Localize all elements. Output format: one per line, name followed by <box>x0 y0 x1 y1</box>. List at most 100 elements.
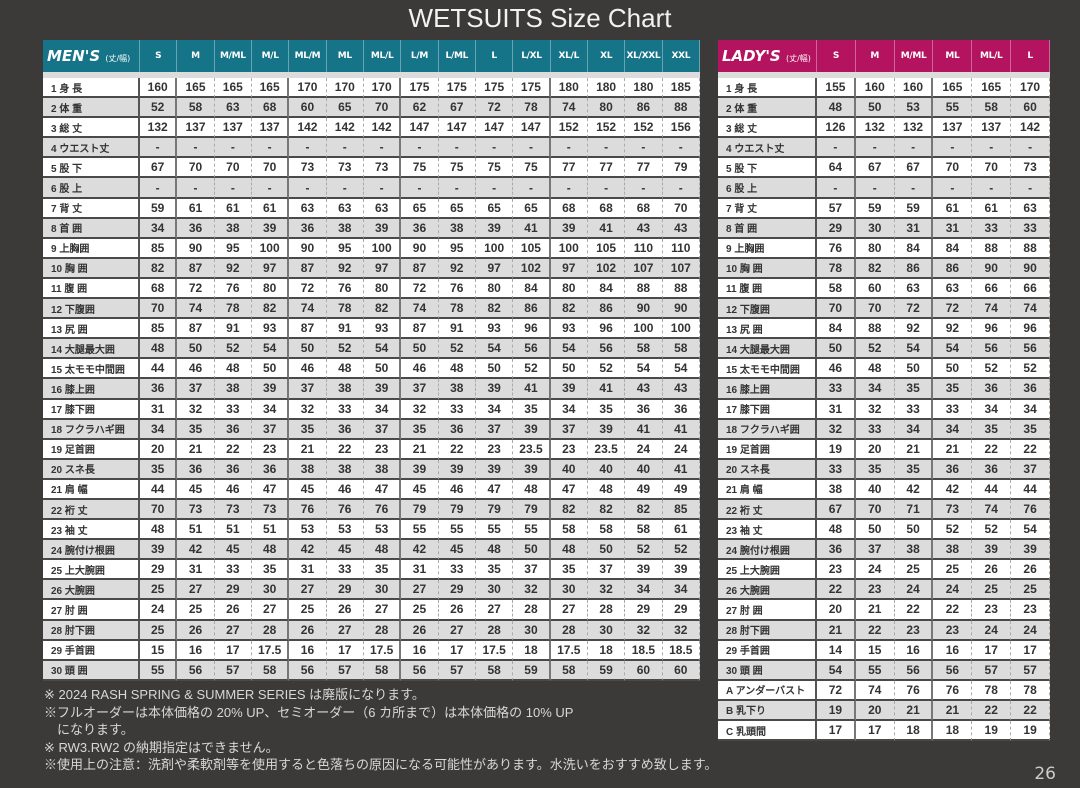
size-value: 48 <box>817 98 856 119</box>
size-value: 54 <box>251 339 290 360</box>
size-value: 39 <box>662 560 700 581</box>
size-value: 38 <box>326 459 364 480</box>
size-value: 17.5 <box>363 640 402 661</box>
measurement-label: 6 股 上 <box>718 178 817 199</box>
size-value: 72 <box>177 278 215 300</box>
size-value: - <box>1011 138 1050 159</box>
size-value: 37 <box>1011 459 1050 480</box>
size-value: 16 <box>289 640 327 661</box>
size-value: 56 <box>894 660 934 681</box>
table-label: MEN'S (丈/幅) <box>43 40 140 72</box>
measurement-label: 28 肘下囲 <box>43 620 140 641</box>
size-value: 32 <box>587 580 626 601</box>
unit-note: (丈/幅) <box>105 54 131 63</box>
size-value: 41 <box>587 379 626 400</box>
size-value: 91 <box>214 319 252 340</box>
size-value: 60 <box>662 660 700 681</box>
size-value: 45 <box>438 540 476 561</box>
size-value: - <box>438 138 476 159</box>
size-value: 22 <box>1011 439 1050 460</box>
size-value: 50 <box>289 339 327 360</box>
size-value: 50 <box>817 339 856 360</box>
size-value: - <box>177 178 215 199</box>
size-value: 52 <box>972 359 1012 380</box>
size-value: 100 <box>550 238 588 259</box>
size-value: 63 <box>933 278 973 300</box>
table-row: 1 身 長 160 165 165 165 170 170 170 175 175 175 175 18… <box>43 78 700 99</box>
size-value: 54 <box>1011 520 1050 541</box>
size-value: 32 <box>662 620 700 641</box>
size-value: 155 <box>817 78 856 99</box>
size-value: 28 <box>363 620 402 641</box>
size-value: 27 <box>251 600 290 621</box>
size-value: 147 <box>401 118 439 139</box>
size-value: 21 <box>933 439 973 460</box>
size-value: 58 <box>550 660 588 681</box>
size-value: 26 <box>401 620 439 641</box>
size-header: ML/L <box>363 40 402 72</box>
size-value: 80 <box>855 238 895 259</box>
size-value: 170 <box>326 78 364 99</box>
measurement-label: 7 背 丈 <box>43 198 140 219</box>
size-value: 90 <box>625 299 663 320</box>
table-row: 26 大腕囲 25 27 29 30 27 29 30 27 29 30 32 30 32 34 34 <box>43 580 700 601</box>
size-header: ML/L <box>972 40 1012 72</box>
size-value: 59 <box>855 198 895 219</box>
size-value: 34 <box>140 218 178 239</box>
size-value: 86 <box>894 258 934 279</box>
size-value: 170 <box>363 78 402 99</box>
size-value: 36 <box>289 218 327 239</box>
size-value: 52 <box>587 359 626 380</box>
size-value: 22 <box>817 580 856 601</box>
table-row: 15 太モモ中間囲 46 48 50 50 52 52 <box>718 359 1050 380</box>
size-value: 34 <box>894 419 934 440</box>
size-value: 86 <box>625 98 663 119</box>
size-value: - <box>214 138 252 159</box>
size-value: 74 <box>401 299 439 320</box>
measurement-label: 3 総 丈 <box>43 118 140 139</box>
size-value: 57 <box>214 660 252 681</box>
size-value: 152 <box>550 118 588 139</box>
size-value: 37 <box>513 560 551 581</box>
size-value: - <box>401 138 439 159</box>
table-row: 3 総 丈 132 137 137 137 142 142 142 147 147 147 147 15… <box>43 118 700 139</box>
size-value: 52 <box>625 540 663 561</box>
size-value: 65 <box>513 198 551 219</box>
size-value: 21 <box>817 620 856 641</box>
size-value: 55 <box>855 660 895 681</box>
size-value: 36 <box>251 459 290 480</box>
size-value: - <box>475 138 514 159</box>
size-value: - <box>513 138 551 159</box>
size-value: 92 <box>438 258 476 279</box>
size-value: 42 <box>401 540 439 561</box>
size-value: 48 <box>513 479 551 500</box>
size-value: 86 <box>513 299 551 320</box>
size-value: - <box>972 138 1012 159</box>
size-value: 23 <box>1011 600 1050 621</box>
size-value: 15 <box>855 640 895 661</box>
size-value: 52 <box>513 359 551 380</box>
size-header: M/ML <box>214 40 252 72</box>
size-value: 79 <box>438 499 476 521</box>
size-value: 21 <box>289 439 327 460</box>
size-value: 56 <box>933 660 973 681</box>
table-row: 10 胸 囲 82 87 92 97 87 92 97 87 92 97 102 97 102 107 107 <box>43 258 700 279</box>
measurement-label: 23 袖 丈 <box>43 520 140 541</box>
size-value: 33 <box>438 560 476 581</box>
measurement-label: 18 フクラハギ囲 <box>43 419 140 440</box>
size-value: 88 <box>1011 238 1050 259</box>
size-value: 147 <box>438 118 476 139</box>
size-value: 72 <box>475 98 514 119</box>
measurement-label: 5 股 下 <box>43 158 140 179</box>
size-value: 73 <box>1011 158 1050 179</box>
size-value: 60 <box>855 278 895 300</box>
size-value: 93 <box>475 319 514 340</box>
size-value: 49 <box>662 479 700 500</box>
size-value: 32 <box>289 399 327 420</box>
size-value: 37 <box>401 379 439 400</box>
size-value: 90 <box>401 238 439 259</box>
size-value: - <box>513 178 551 199</box>
size-value: 55 <box>475 520 514 541</box>
size-value: 27 <box>363 600 402 621</box>
measurement-label: 15 太モモ中間囲 <box>43 359 140 380</box>
